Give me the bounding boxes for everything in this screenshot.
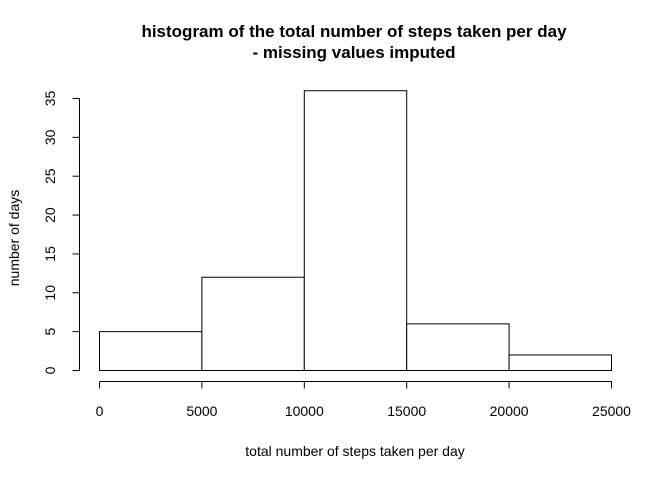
x-axis: 0 5000 10000 15000 20000 25000 [96,381,631,419]
chart-title-line1: histogram of the total number of steps t… [141,22,567,41]
histogram-bar-2 [201,276,305,371]
x-tick-label-20000: 20000 [490,403,529,419]
x-tick-label-0: 0 [96,403,104,419]
histogram-bar-1 [99,331,203,371]
y-axis: 0 5 10 15 20 25 30 35 [42,91,80,374]
y-tick-label-30: 30 [42,129,58,145]
bars-group [99,90,613,372]
histogram-bar-5 [508,354,613,372]
histogram-bar-4 [406,323,510,371]
y-tick-label-5: 5 [42,328,58,336]
y-tick-label-0: 0 [42,366,58,374]
x-axis-label: total number of steps taken per day [245,443,464,459]
x-tick-label-10000: 10000 [285,403,324,419]
chart-title-line2: - missing values imputed [252,43,455,62]
y-tick-label-25: 25 [42,168,58,184]
y-tick-label-20: 20 [42,207,58,223]
y-axis-label: number of days [6,190,22,287]
histogram-bar-3 [303,90,408,371]
y-tick-label-35: 35 [42,91,58,107]
x-tick-label-15000: 15000 [387,403,426,419]
x-tick-label-25000: 25000 [592,403,631,419]
y-tick-label-15: 15 [42,246,58,262]
y-tick-label-10: 10 [42,285,58,301]
x-tick-label-5000: 5000 [186,403,217,419]
